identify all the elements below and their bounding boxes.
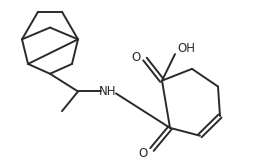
Text: NH: NH (99, 85, 117, 98)
Text: O: O (132, 51, 141, 64)
Text: O: O (139, 147, 148, 160)
Text: OH: OH (177, 42, 195, 55)
